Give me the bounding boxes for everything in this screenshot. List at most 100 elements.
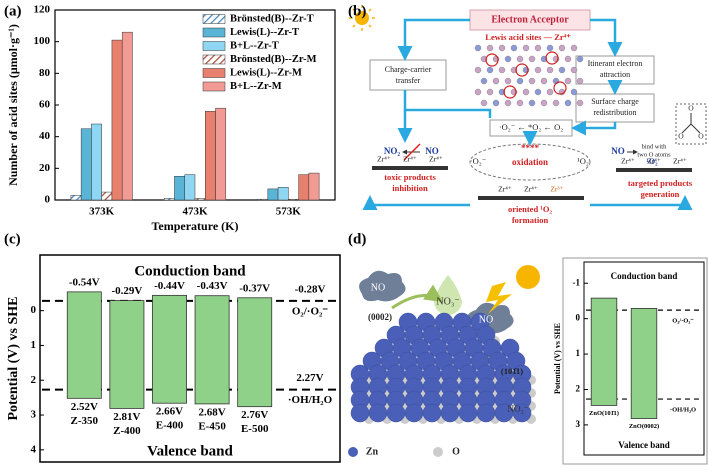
bar	[257, 198, 269, 201]
crystal	[474, 44, 584, 107]
zn-atom	[350, 403, 370, 423]
legend-swatch	[348, 447, 358, 457]
legend-swatch	[202, 41, 226, 51]
bar	[163, 198, 175, 201]
atom	[528, 99, 536, 107]
y-axis-label: Potential (V) vs SHE	[553, 323, 562, 394]
atom	[516, 55, 524, 63]
zn-atom	[368, 403, 388, 423]
band-bar	[237, 297, 273, 408]
site-label: Zr⁴⁺	[429, 155, 443, 164]
band-bar	[590, 297, 618, 406]
bar	[91, 123, 102, 201]
site-label: Zr⁴⁺	[403, 155, 417, 164]
atom	[540, 99, 548, 107]
bar	[308, 172, 320, 201]
atom	[564, 99, 572, 107]
cloud-label: NO	[371, 282, 385, 293]
atom	[510, 44, 518, 52]
atom	[558, 66, 566, 74]
atom	[528, 77, 536, 85]
step-text: Charge-carrier	[385, 65, 432, 74]
atom	[570, 88, 578, 96]
y-tick-label: 60	[39, 99, 51, 111]
band-bar	[630, 307, 658, 419]
cluster	[350, 312, 536, 424]
cloud	[359, 270, 406, 302]
atom	[474, 88, 482, 96]
product: NO	[425, 146, 439, 156]
atom	[546, 44, 554, 52]
y-tick-label: 1	[576, 348, 581, 358]
cycle-arrows	[362, 18, 693, 210]
step-text: attraction	[600, 70, 630, 79]
structure-atom: O	[698, 132, 704, 141]
x-tick-label: 573K	[276, 206, 302, 218]
site-ring	[553, 81, 567, 95]
atom	[570, 44, 578, 52]
atom	[486, 88, 494, 96]
reference-label: ·OH/H₂O	[670, 407, 696, 414]
step-text: redistribution	[593, 108, 636, 117]
bar	[101, 191, 113, 201]
value-label: 2.76V	[241, 409, 268, 421]
lewis-sites: Lewis acid sites — Zr⁴⁺	[485, 32, 571, 42]
atom	[534, 44, 542, 52]
inset-frame	[562, 257, 708, 465]
y-tick-label: 0	[576, 313, 581, 323]
x-tick-label: 473K	[182, 206, 208, 218]
zn-atom	[512, 403, 532, 423]
zn-atom	[440, 403, 460, 423]
caption: generation	[641, 189, 680, 199]
structure-atom: O	[678, 132, 684, 141]
legend-swatch	[202, 81, 226, 92]
y-tick-label: 120	[34, 4, 51, 16]
atom	[552, 99, 560, 107]
acceptor: Electron Acceptor	[491, 14, 569, 25]
bar	[288, 198, 299, 201]
atom	[534, 88, 542, 96]
site-label: Zr⁴⁺	[498, 185, 512, 194]
zn-atom	[476, 403, 496, 423]
panel-label: (c)	[4, 231, 21, 247]
legend-swatch	[202, 27, 226, 38]
bar	[184, 174, 196, 201]
atom	[474, 44, 482, 52]
caption: inhibition	[392, 183, 428, 193]
band-bar	[66, 291, 102, 399]
y-tick-label: 2	[576, 384, 581, 394]
x-tick-label: ZnO(101̄1)	[589, 410, 619, 417]
bar	[121, 31, 133, 201]
value-label: 2.68V	[198, 406, 225, 418]
atom	[528, 55, 536, 63]
y-tick-label: 4	[31, 443, 37, 455]
bar	[174, 176, 185, 201]
y-tick-label: 80	[39, 67, 51, 79]
bar	[267, 188, 279, 201]
facet-label: (0002)	[368, 312, 392, 322]
band-bar	[152, 294, 187, 404]
zn-atom	[458, 403, 478, 423]
atom	[546, 88, 554, 96]
legend-label: B+L--Zr-T	[230, 40, 279, 51]
sun	[355, 11, 369, 25]
site-label: Zr⁴⁺	[647, 157, 661, 166]
atom	[558, 44, 566, 52]
panel-b-shapes	[349, 5, 707, 210]
cloud-label: NO	[479, 314, 493, 325]
legend-label: Lewis(L)--Zr-T	[230, 27, 299, 38]
caption: targeted products	[628, 178, 693, 188]
atom	[486, 66, 494, 74]
atom	[576, 77, 584, 85]
y-axis-label: Number of acid sites (μmol·g⁻¹)	[6, 24, 20, 186]
y-tick-label: 2	[31, 374, 37, 386]
legend-swatch	[202, 68, 226, 78]
atom	[486, 44, 494, 52]
x-tick-label: ZnO(0002)	[629, 423, 659, 430]
legend-label: Brönsted(B)--Zr-M	[230, 54, 317, 65]
caption: oriented ¹O₂	[508, 204, 552, 214]
atom	[564, 77, 572, 85]
structure-box	[675, 103, 707, 145]
atom	[504, 77, 512, 85]
blocked-mark	[403, 143, 421, 161]
